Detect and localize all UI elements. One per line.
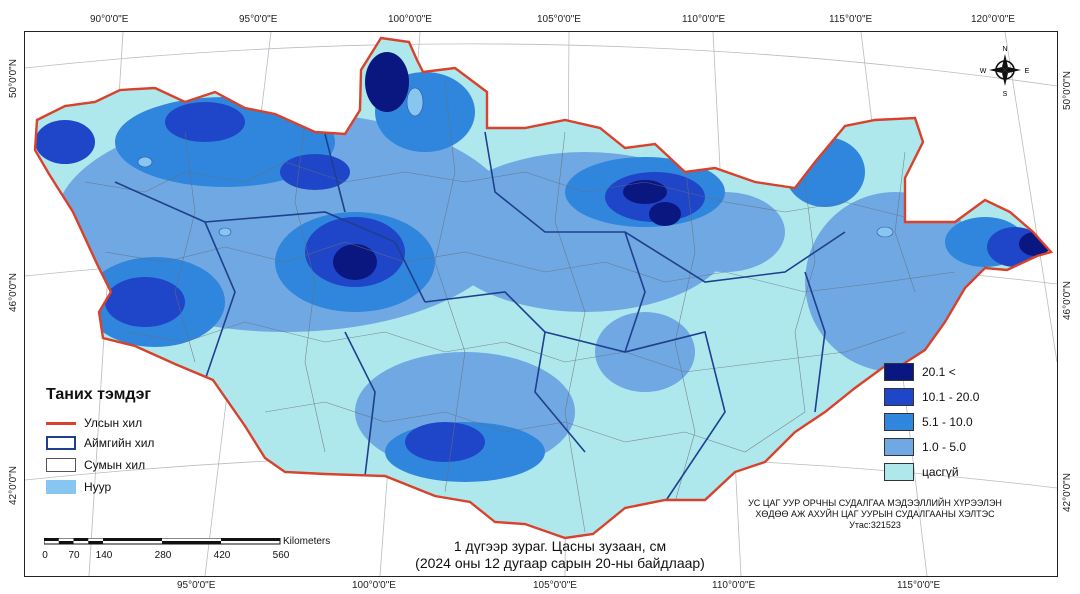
tick-bottom-115: 115°0'0"E [897,580,941,591]
scale-bar [44,538,281,545]
class-5-10: 5.1 - 10.0 [884,412,973,432]
legend-item-aimag-border: Аймгийн хил [46,434,154,452]
tick-bottom-110: 110°0'0"E [712,580,756,591]
class-swatch [884,413,914,431]
tick-right-42: 42°0'0"N [1062,473,1073,512]
credit-block: УС ЦАГ УУР ОРЧНЫ СУДАЛГАА МЭДЭЭЛЛИЙН ХҮР… [720,498,1030,531]
caption-line-1: 1 дүгээр зураг. Цасны зузаан, см [453,538,667,554]
tick-left-42: 42°0'0"N [8,466,19,505]
scale-tick-560: 560 [272,550,290,561]
class-10-20: 10.1 - 20.0 [884,387,979,407]
class-swatch [884,363,914,381]
lake-swatch [46,480,76,494]
class-swatch [884,388,914,406]
scale-tick-0: 0 [42,550,48,561]
class-no-snow: цасгүй [884,462,959,482]
legend-item-national-border: Улсын хил [46,414,142,432]
class-label: 5.1 - 10.0 [922,415,973,429]
tick-left-50: 50°0'0"N [8,59,19,98]
legend-item-lake: Нуур [46,478,111,496]
tick-top-95: 95°0'0"E [239,14,278,25]
map-caption: 1 дүгээр зураг. Цасны зузаан, см (2024 о… [380,538,740,572]
scale-tick-280: 280 [154,550,172,561]
scale-unit: Kilometers [283,536,331,547]
snow-depth-map: N S E W [25,32,1057,576]
credit-line-3: Утас:321523 [849,520,901,530]
north-arrow-icon: N S E W [980,46,1030,98]
west-label: W [980,68,987,75]
tick-right-50: 50°0'0"N [1062,71,1073,110]
tick-top-105: 105°0'0"E [537,14,581,25]
class-label: 10.1 - 20.0 [922,390,980,404]
tick-left-46: 46°0'0"N [8,273,19,312]
tick-bottom-105: 105°0'0"E [533,580,577,591]
class-label: 20.1 < [922,365,956,379]
soum-border-swatch [46,458,76,472]
tick-right-46: 46°0'0"N [1062,281,1073,320]
credit-line-2: ХӨДӨӨ АЖ АХУЙН ЦАГ УУРЫН СУДАЛГААНЫ ХЭЛТ… [755,509,995,519]
legend-item-soum-border: Сумын хил [46,456,145,474]
caption-line-2: (2024 оны 12 дугаар сарын 20-ны байдлаар… [415,555,705,571]
tick-top-110: 110°0'0"E [682,14,726,25]
map-frame: N S E W [24,31,1058,577]
class-swatch [884,438,914,456]
snow-depth-raster [35,38,1051,538]
class-swatch [884,463,914,481]
tick-top-120: 120°0'0"E [971,14,1015,25]
legend-title: Таних тэмдэг [46,386,152,403]
lakes [137,87,894,238]
legend-label: Сумын хил [84,458,146,472]
aimag-border-swatch [46,436,76,450]
north-label: N [1002,46,1007,53]
class-label: цасгүй [922,465,959,479]
legend-label: Аймгийн хил [84,436,155,450]
scale-tick-70: 70 [68,550,80,561]
tick-top-90: 90°0'0"E [90,14,129,25]
aimag-boundaries [114,131,846,503]
legend-label: Нуур [84,480,112,494]
class-label: 1.0 - 5.0 [922,440,967,454]
national-border-swatch [46,421,76,425]
class-1-5: 1.0 - 5.0 [884,437,966,457]
soum-boundaries [84,81,956,533]
legend-label: Улсын хил [84,416,143,430]
class-over-20: 20.1 < [884,362,956,382]
east-label: E [1025,68,1030,75]
tick-bottom-95: 95°0'0"E [177,580,216,591]
south-label: S [1003,91,1008,98]
tick-top-115: 115°0'0"E [829,14,873,25]
scale-tick-420: 420 [213,550,231,561]
class-over-20-zones [333,52,1051,280]
tick-top-100: 100°0'0"E [388,14,432,25]
scale-tick-140: 140 [95,550,113,561]
credit-line-1: УС ЦАГ УУР ОРЧНЫ СУДАЛГАА МЭДЭЭЛЛИЙН ХҮР… [748,498,1002,508]
tick-bottom-100: 100°0'0"E [352,580,396,591]
